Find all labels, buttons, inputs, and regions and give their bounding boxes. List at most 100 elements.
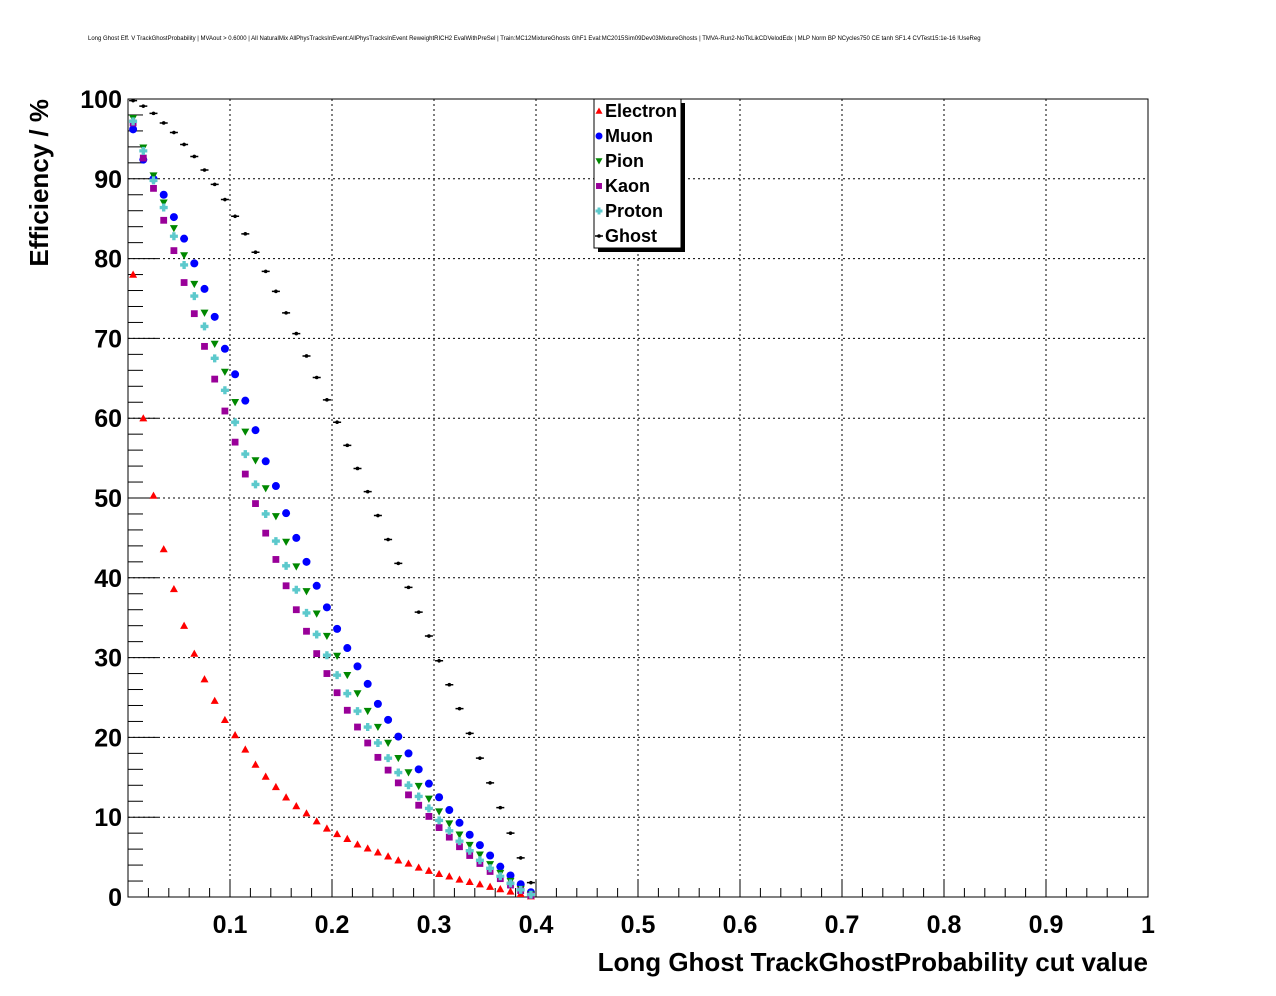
data-point-pion bbox=[302, 588, 311, 596]
data-point-muon bbox=[241, 396, 250, 405]
data-point-muon bbox=[353, 662, 362, 671]
data-point-electron bbox=[353, 840, 362, 848]
data-point-electron bbox=[241, 745, 250, 753]
data-point-kaon bbox=[241, 470, 249, 478]
data-point-kaon bbox=[211, 375, 219, 383]
data-point-proton bbox=[465, 846, 474, 855]
data-point-electron bbox=[322, 824, 331, 832]
data-point-electron bbox=[149, 491, 158, 499]
data-point-proton bbox=[373, 738, 382, 747]
data-point-muon bbox=[210, 312, 219, 321]
data-point-kaon bbox=[221, 407, 229, 415]
data-point-proton bbox=[302, 608, 311, 617]
y-tick-label: 0 bbox=[108, 884, 122, 912]
data-point-muon bbox=[231, 370, 240, 379]
data-point-pion bbox=[343, 671, 352, 680]
data-point-muon bbox=[404, 749, 413, 758]
data-point-ghost-dot bbox=[518, 856, 523, 860]
series-pion bbox=[129, 114, 535, 899]
data-point-muon bbox=[322, 603, 331, 612]
data-point-pion bbox=[404, 769, 413, 777]
data-point-electron bbox=[486, 882, 495, 890]
data-point-electron bbox=[475, 880, 484, 888]
data-point-ghost-dot bbox=[284, 311, 288, 315]
data-point-proton bbox=[169, 232, 178, 241]
data-point-ghost-dot bbox=[243, 232, 248, 236]
data-point-kaon bbox=[435, 824, 443, 831]
data-point-electron bbox=[384, 852, 393, 860]
data-point-ghost-dot bbox=[253, 250, 258, 255]
data-point-ghost-dot bbox=[498, 805, 503, 810]
data-point-electron bbox=[220, 715, 229, 724]
data-point-muon bbox=[445, 806, 454, 815]
series-proton bbox=[129, 117, 535, 899]
data-point-kaon bbox=[394, 779, 402, 787]
data-point-pion bbox=[465, 841, 474, 850]
data-point-muon bbox=[333, 624, 342, 633]
data-point-ghost-dot bbox=[182, 142, 186, 147]
data-point-muon bbox=[414, 765, 423, 774]
data-point-proton bbox=[455, 837, 464, 846]
data-point-ghost-dot bbox=[467, 731, 472, 736]
data-point-pion bbox=[384, 739, 393, 747]
data-point-electron bbox=[414, 863, 423, 871]
data-point-electron bbox=[394, 856, 403, 864]
data-point-proton bbox=[424, 804, 433, 813]
data-point-pion bbox=[394, 754, 403, 763]
legend-marker-electron bbox=[595, 107, 603, 114]
data-point-proton bbox=[251, 480, 260, 489]
data-point-proton bbox=[180, 260, 189, 269]
data-point-pion bbox=[424, 795, 433, 803]
y-tick-label: 40 bbox=[94, 565, 122, 593]
data-point-muon bbox=[302, 557, 311, 566]
legend-label-electron: Electron bbox=[605, 101, 677, 121]
data-point-kaon bbox=[231, 438, 239, 446]
data-point-kaon bbox=[466, 852, 474, 859]
data-point-proton bbox=[526, 890, 535, 899]
data-point-electron bbox=[424, 866, 433, 874]
data-point-muon bbox=[180, 234, 189, 243]
data-point-kaon bbox=[139, 154, 147, 162]
data-point-proton bbox=[200, 322, 209, 331]
data-point-pion bbox=[322, 632, 331, 641]
data-point-ghost-dot bbox=[478, 756, 482, 760]
data-point-pion bbox=[220, 368, 229, 376]
x-axis-label: Long Ghost TrackGhostProbability cut val… bbox=[598, 947, 1148, 977]
data-point-electron bbox=[200, 675, 209, 683]
data-point-pion bbox=[271, 513, 280, 521]
legend-label-proton: Proton bbox=[605, 201, 663, 221]
data-point-kaon bbox=[282, 582, 290, 590]
data-point-ghost-dot bbox=[529, 880, 533, 885]
data-point-ghost-dot bbox=[416, 610, 421, 614]
data-point-ghost-dot bbox=[508, 831, 513, 835]
data-point-ghost-dot bbox=[294, 331, 299, 336]
data-point-pion bbox=[292, 563, 301, 571]
data-point-pion bbox=[333, 652, 342, 661]
data-point-electron bbox=[271, 782, 280, 791]
data-point-pion bbox=[210, 340, 219, 348]
data-point-proton bbox=[486, 864, 495, 873]
data-point-pion bbox=[159, 199, 168, 207]
y-tick-label: 20 bbox=[94, 724, 122, 752]
data-point-ghost-dot bbox=[386, 537, 390, 542]
x-tick-label: 0.4 bbox=[519, 911, 554, 939]
data-point-kaon bbox=[384, 766, 392, 774]
data-point-ghost-dot bbox=[202, 168, 207, 172]
data-point-electron bbox=[190, 649, 199, 657]
data-point-proton bbox=[149, 176, 158, 185]
data-point-kaon bbox=[374, 753, 382, 761]
legend-label-muon: Muon bbox=[605, 126, 653, 146]
data-point-proton bbox=[394, 768, 403, 777]
data-point-muon bbox=[455, 818, 464, 827]
data-points bbox=[129, 98, 535, 900]
data-point-proton bbox=[312, 630, 321, 639]
data-point-kaon bbox=[262, 529, 270, 537]
chart-title: Long Ghost Eff. V TrackGhostProbability … bbox=[88, 36, 981, 42]
data-point-electron bbox=[496, 885, 505, 893]
data-point-kaon bbox=[292, 606, 300, 614]
data-point-ghost-dot bbox=[161, 121, 166, 125]
data-point-kaon bbox=[445, 833, 453, 841]
legend-box bbox=[593, 98, 682, 249]
data-point-muon bbox=[159, 190, 168, 199]
legend-marker-proton bbox=[595, 207, 603, 215]
